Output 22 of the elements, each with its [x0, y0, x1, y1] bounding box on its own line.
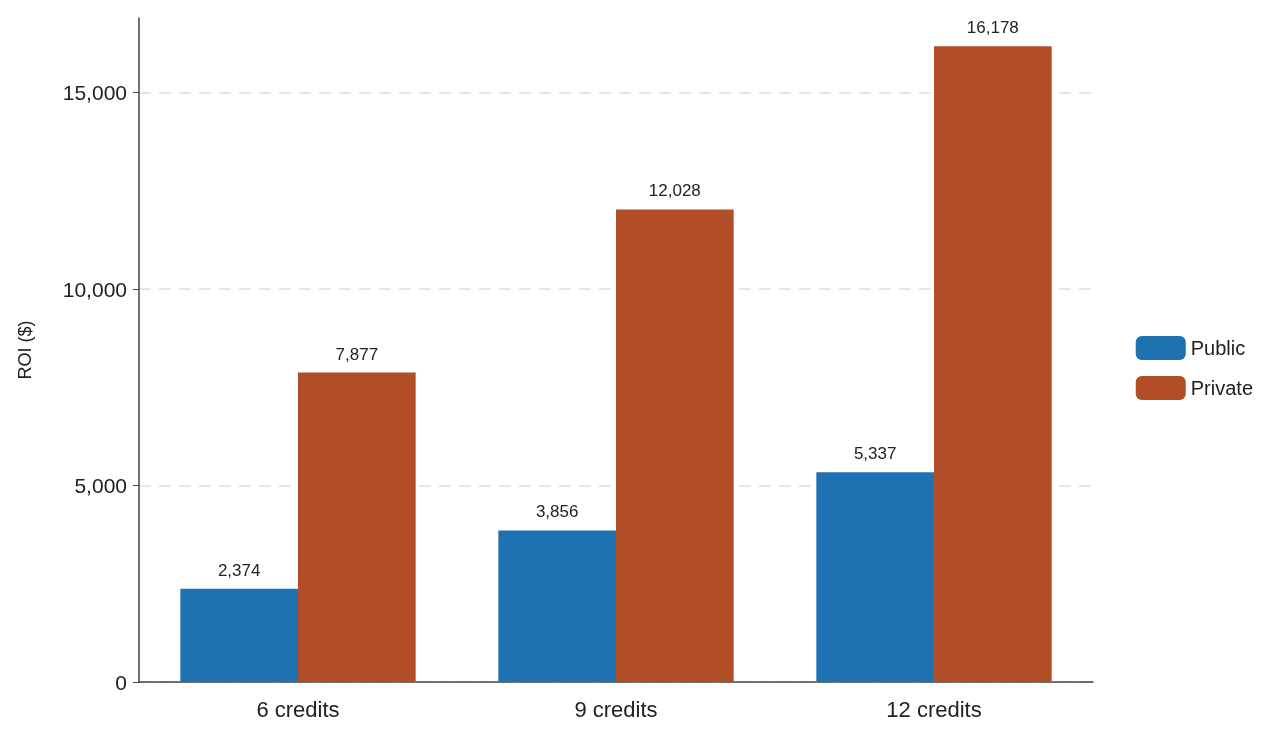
legend-label: Private: [1190, 377, 1253, 399]
data-label: 3,856: [535, 502, 579, 522]
data-label: 5,337: [853, 444, 897, 464]
data-label: 7,877: [335, 344, 379, 364]
x-tick-label: 6 credits: [256, 696, 340, 722]
x-tick-label: 9 credits: [574, 696, 658, 722]
bar: [934, 46, 1052, 682]
bar: [616, 209, 734, 682]
y-tick-label: 0: [115, 670, 127, 694]
y-tick-label: 5,000: [74, 474, 127, 498]
y-axis-title: ROI ($): [15, 320, 35, 380]
bar: [298, 372, 416, 682]
bar: [498, 530, 616, 682]
y-tick-label: 10,000: [62, 277, 127, 301]
data-label: 2,374: [217, 560, 261, 580]
legend-label: Public: [1190, 337, 1246, 359]
bar: [180, 588, 298, 682]
data-label: 16,178: [966, 18, 1019, 38]
data-label: 12,028: [648, 181, 701, 201]
bar: [816, 472, 934, 682]
x-tick-label: 12 credits: [886, 696, 982, 722]
y-tick-label: 15,000: [62, 81, 127, 105]
